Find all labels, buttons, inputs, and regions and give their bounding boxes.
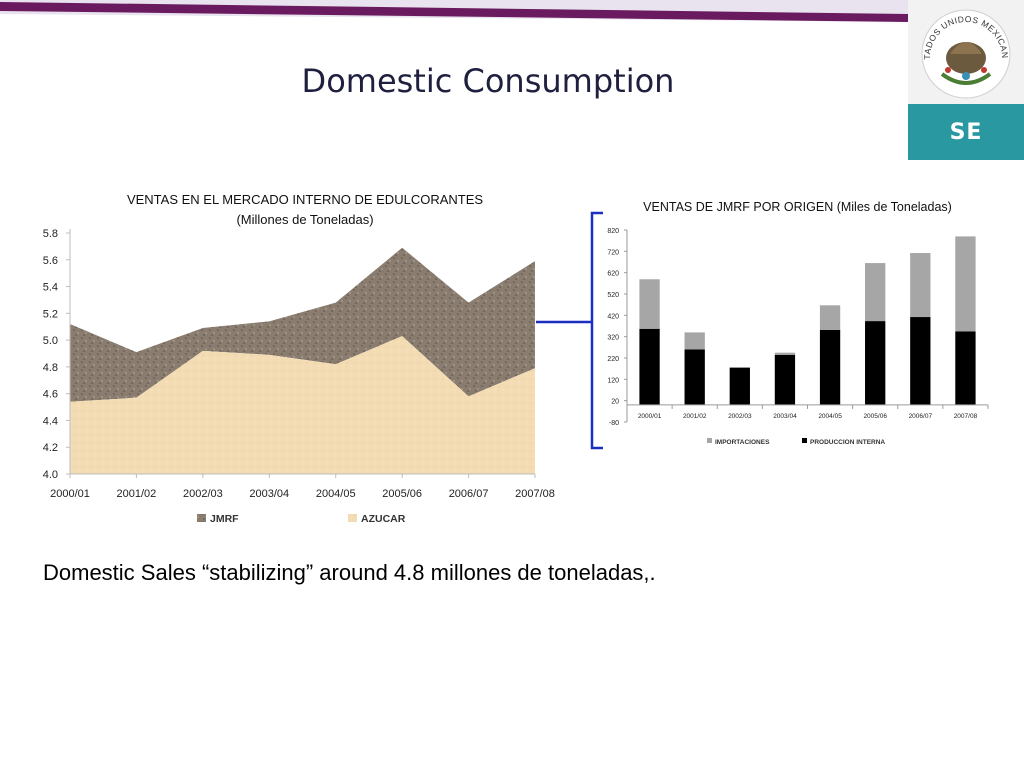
bar-x-tick-label: 2000/01 [638, 413, 662, 420]
bracket [590, 211, 603, 450]
area-chart-axis: 5.8 5.6 5.4 5.2 5.0 4.8 4.6 4.4 4.2 4.0 2000/01 200… [43, 228, 555, 500]
left-chart-title: VENTAS EN EL MERCADO INTERNO DE EDULCORA… [70, 190, 540, 230]
area-x-tick-label: 2001/02 [117, 488, 157, 500]
bar-produccion-interna [639, 328, 660, 405]
area-legend-label: JMRF [210, 513, 239, 525]
bar-legend-swatch [707, 438, 712, 443]
bar-y-tick-label: 720 [607, 249, 619, 256]
bar-y-tick-label: 420 [607, 313, 619, 320]
bar-x-tick-label: 2005/06 [863, 413, 887, 420]
bar-legend-swatch [802, 438, 807, 443]
area-legend-swatch [348, 514, 357, 522]
right-chart-title: VENTAS DE JMRF POR ORIGEN (Miles de Tone… [643, 200, 952, 214]
body-text: Domestic Sales “stabilizing” around 4.8 … [43, 560, 656, 585]
area-chart-grid [70, 233, 535, 474]
logo-seal-area: ESTADOS UNIDOS MEXICANOS [904, 0, 1024, 104]
bar-importaciones [684, 332, 705, 350]
bar-x-tick-label: 2003/04 [773, 413, 797, 420]
bar-y-tick-label: 320 [607, 335, 619, 342]
bar-chart-legend: IMPORTACIONES PRODUCCION INTERNA [707, 438, 885, 446]
bar-legend-label: IMPORTACIONES [715, 439, 770, 446]
area-x-tick-label: 2004/05 [316, 488, 356, 500]
bar-y-tick-label: -80 [609, 420, 619, 427]
left-chart-title-line1: VENTAS EN EL MERCADO INTERNO DE EDULCORA… [126, 192, 484, 207]
logo-panel: ESTADOS UNIDOS MEXICANOS SE [904, 0, 1024, 160]
bar-y-tick-label: 820 [607, 228, 619, 235]
bar-y-tick-label: 620 [607, 271, 619, 278]
area-chart-legend: JMRF AZUCAR [197, 513, 406, 525]
area-y-tick-label: 4.2 [43, 442, 58, 454]
area-x-tick-label: 2000/01 [50, 488, 90, 500]
bar-importaciones [819, 305, 841, 330]
bar-y-tick-label: 520 [607, 292, 619, 299]
bar-produccion-interna [729, 367, 750, 405]
bar-chart-axis: 820 720 620 520 420 320 220 120 20 -80 2000/01 2001… [607, 228, 989, 427]
bar-produccion-interna [865, 321, 886, 405]
area-y-tick-label: 5.4 [43, 282, 58, 294]
bar-produccion-interna [910, 317, 931, 405]
page-title: Domestic Consumption [301, 62, 675, 100]
area-chart-series [70, 247, 535, 474]
bar-importaciones [774, 352, 796, 355]
bar-x-tick-label: 2007/08 [954, 413, 978, 420]
mexican-seal-logo: ESTADOS UNIDOS MEXICANOS [904, 0, 1011, 99]
bar-x-tick-label: 2001/02 [683, 413, 707, 420]
bar-x-tick-label: 2006/07 [909, 413, 933, 420]
bar-x-tick-label: 2002/03 [728, 413, 752, 420]
bar-legend-label: PRODUCCION INTERNA [810, 439, 885, 446]
area-plot-background [70, 233, 535, 474]
bar-produccion-interna [684, 349, 705, 405]
area-y-tick-label: 5.8 [43, 228, 58, 240]
bar-chart-bars [639, 236, 976, 405]
bar-importaciones [955, 236, 976, 332]
area-x-tick-label: 2002/03 [183, 488, 223, 500]
left-chart-subtitle: (Millones de Toneladas) [236, 212, 374, 227]
bar-importaciones [865, 263, 886, 322]
area-x-tick-label: 2006/07 [449, 488, 489, 500]
bar-y-tick-label: 220 [607, 356, 619, 363]
bar-produccion-interna [955, 331, 976, 405]
bar-importaciones [639, 279, 660, 329]
area-x-tick-label: 2005/06 [382, 488, 422, 500]
bar-produccion-interna [819, 329, 841, 405]
area-legend-label: AZUCAR [361, 513, 406, 525]
area-series-jmrf [70, 247, 535, 402]
area-y-tick-label: 5.6 [43, 255, 58, 267]
area-y-tick-label: 4.6 [43, 389, 58, 401]
area-series-azucar [70, 336, 535, 474]
area-legend-swatch [197, 514, 206, 522]
bar-produccion-interna [774, 354, 796, 405]
top-bar [0, 0, 908, 22]
area-y-tick-label: 4.0 [43, 469, 58, 481]
bar-x-tick-label: 2004/05 [818, 413, 842, 420]
area-y-tick-label: 4.8 [43, 362, 58, 374]
area-x-tick-label: 2007/08 [515, 488, 555, 500]
bar-importaciones [910, 253, 931, 318]
area-x-tick-label: 2003/04 [249, 488, 289, 500]
se-badge: SE [908, 104, 1024, 160]
bar-y-tick-label: 120 [607, 377, 619, 384]
area-y-tick-label: 5.0 [43, 335, 58, 347]
area-y-tick-label: 5.2 [43, 308, 58, 320]
area-y-tick-label: 4.4 [43, 415, 58, 427]
bar-y-tick-label: 20 [611, 399, 619, 406]
